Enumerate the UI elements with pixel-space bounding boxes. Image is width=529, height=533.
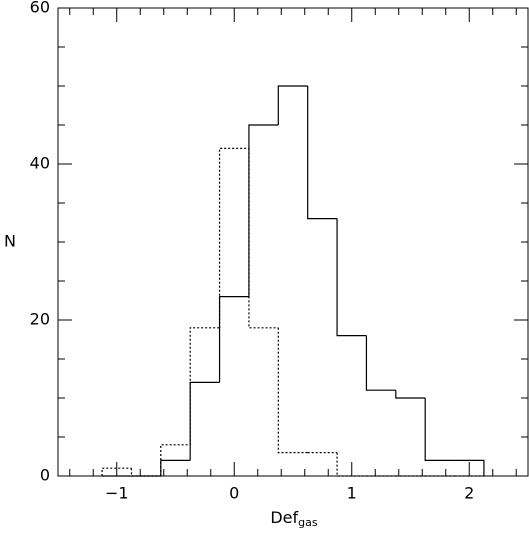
histogram-bin: [130, 468, 161, 477]
histogram-bin: [336, 218, 367, 337]
x-axis-label: Defgas: [270, 508, 318, 530]
plot-frame: [57, 7, 529, 477]
histogram-bin: [307, 86, 338, 220]
histogram-bin: [395, 390, 426, 399]
x-axis-label-main: Def: [270, 508, 298, 527]
histogram-bin: [424, 398, 455, 461]
x-tick-label: 1: [347, 484, 357, 503]
histogram-bin: [277, 327, 308, 454]
histogram-bin: [160, 459, 191, 476]
x-tick-label: −1: [105, 484, 129, 503]
y-tick-label: 60: [30, 0, 50, 17]
histogram-bin: [248, 124, 279, 297]
x-tick-label: 2: [464, 484, 474, 503]
histogram-bin: [218, 147, 249, 328]
x-tick-label: 0: [229, 484, 239, 503]
y-tick-label: 0: [40, 466, 50, 485]
x-axis-label-subscript: gas: [298, 516, 318, 529]
y-tick-label: 40: [30, 154, 50, 173]
histogram-bin: [248, 148, 279, 329]
y-tick-label: 20: [30, 310, 50, 329]
histogram-bin: [454, 459, 485, 476]
histogram-bin: [189, 327, 220, 445]
histogram-bin: [218, 296, 249, 383]
histogram-bin: [189, 381, 220, 461]
histogram-bin: [365, 335, 396, 391]
histogram-bin: [277, 85, 308, 125]
y-axis-label: N: [4, 232, 16, 251]
